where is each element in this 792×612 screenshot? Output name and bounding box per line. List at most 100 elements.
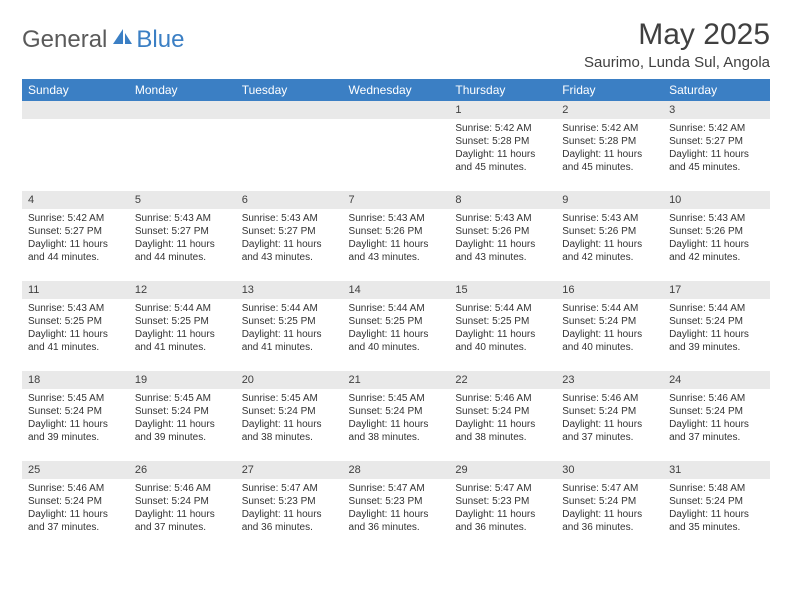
day-number: 8: [449, 191, 556, 209]
day-number: 21: [343, 371, 450, 389]
day-details: Sunrise: 5:45 AMSunset: 5:24 PMDaylight:…: [236, 389, 343, 446]
day-details: Sunrise: 5:47 AMSunset: 5:23 PMDaylight:…: [449, 479, 556, 536]
sunrise-text: Sunrise: 5:43 AM: [242, 212, 337, 225]
weekday-header: Sunday: [22, 79, 129, 101]
day-number: 27: [236, 461, 343, 479]
sunrise-text: Sunrise: 5:46 AM: [562, 392, 657, 405]
sunset-text: Sunset: 5:24 PM: [562, 315, 657, 328]
logo-text-blue: Blue: [136, 26, 184, 54]
calendar-cell: 21Sunrise: 5:45 AMSunset: 5:24 PMDayligh…: [343, 371, 450, 461]
daylight-text: Daylight: 11 hours and 45 minutes.: [669, 148, 764, 174]
sunrise-text: Sunrise: 5:44 AM: [349, 302, 444, 315]
calendar-row: 18Sunrise: 5:45 AMSunset: 5:24 PMDayligh…: [22, 371, 770, 461]
sunrise-text: Sunrise: 5:46 AM: [669, 392, 764, 405]
daylight-text: Daylight: 11 hours and 40 minutes.: [455, 328, 550, 354]
day-details: Sunrise: 5:46 AMSunset: 5:24 PMDaylight:…: [22, 479, 129, 536]
calendar-cell: 29Sunrise: 5:47 AMSunset: 5:23 PMDayligh…: [449, 461, 556, 551]
day-number: 31: [663, 461, 770, 479]
calendar-row: 4Sunrise: 5:42 AMSunset: 5:27 PMDaylight…: [22, 191, 770, 281]
sunset-text: Sunset: 5:24 PM: [562, 495, 657, 508]
day-details: Sunrise: 5:47 AMSunset: 5:24 PMDaylight:…: [556, 479, 663, 536]
calendar-cell: 27Sunrise: 5:47 AMSunset: 5:23 PMDayligh…: [236, 461, 343, 551]
day-number: [129, 101, 236, 119]
day-details: Sunrise: 5:43 AMSunset: 5:27 PMDaylight:…: [129, 209, 236, 266]
sunrise-text: Sunrise: 5:42 AM: [28, 212, 123, 225]
calendar-cell: 11Sunrise: 5:43 AMSunset: 5:25 PMDayligh…: [22, 281, 129, 371]
sunset-text: Sunset: 5:25 PM: [135, 315, 230, 328]
daylight-text: Daylight: 11 hours and 43 minutes.: [455, 238, 550, 264]
calendar-cell: 22Sunrise: 5:46 AMSunset: 5:24 PMDayligh…: [449, 371, 556, 461]
day-number: 1: [449, 101, 556, 119]
day-details: Sunrise: 5:44 AMSunset: 5:25 PMDaylight:…: [449, 299, 556, 356]
calendar-cell: 25Sunrise: 5:46 AMSunset: 5:24 PMDayligh…: [22, 461, 129, 551]
calendar-cell: 4Sunrise: 5:42 AMSunset: 5:27 PMDaylight…: [22, 191, 129, 281]
day-number: 16: [556, 281, 663, 299]
day-number: 20: [236, 371, 343, 389]
daylight-text: Daylight: 11 hours and 39 minutes.: [135, 418, 230, 444]
day-number: 24: [663, 371, 770, 389]
sunrise-text: Sunrise: 5:47 AM: [455, 482, 550, 495]
sunset-text: Sunset: 5:24 PM: [349, 405, 444, 418]
calendar-cell: 30Sunrise: 5:47 AMSunset: 5:24 PMDayligh…: [556, 461, 663, 551]
day-number: 7: [343, 191, 450, 209]
calendar-cell: 28Sunrise: 5:47 AMSunset: 5:23 PMDayligh…: [343, 461, 450, 551]
day-number: 13: [236, 281, 343, 299]
header: General Blue May 2025 Saurimo, Lunda Sul…: [22, 18, 770, 71]
day-number: 3: [663, 101, 770, 119]
calendar-cell: 7Sunrise: 5:43 AMSunset: 5:26 PMDaylight…: [343, 191, 450, 281]
sunset-text: Sunset: 5:26 PM: [455, 225, 550, 238]
day-number: 4: [22, 191, 129, 209]
sunset-text: Sunset: 5:24 PM: [669, 405, 764, 418]
sunrise-text: Sunrise: 5:45 AM: [135, 392, 230, 405]
calendar-cell: 16Sunrise: 5:44 AMSunset: 5:24 PMDayligh…: [556, 281, 663, 371]
calendar-cell: 13Sunrise: 5:44 AMSunset: 5:25 PMDayligh…: [236, 281, 343, 371]
daylight-text: Daylight: 11 hours and 35 minutes.: [669, 508, 764, 534]
daylight-text: Daylight: 11 hours and 37 minutes.: [135, 508, 230, 534]
sunrise-text: Sunrise: 5:46 AM: [28, 482, 123, 495]
sunrise-text: Sunrise: 5:46 AM: [455, 392, 550, 405]
calendar-cell: 10Sunrise: 5:43 AMSunset: 5:26 PMDayligh…: [663, 191, 770, 281]
calendar-body: 1Sunrise: 5:42 AMSunset: 5:28 PMDaylight…: [22, 101, 770, 551]
daylight-text: Daylight: 11 hours and 45 minutes.: [562, 148, 657, 174]
sunset-text: Sunset: 5:24 PM: [669, 495, 764, 508]
sunset-text: Sunset: 5:28 PM: [562, 135, 657, 148]
sunset-text: Sunset: 5:27 PM: [28, 225, 123, 238]
calendar-cell: 17Sunrise: 5:44 AMSunset: 5:24 PMDayligh…: [663, 281, 770, 371]
sunrise-text: Sunrise: 5:44 AM: [562, 302, 657, 315]
calendar-cell: 2Sunrise: 5:42 AMSunset: 5:28 PMDaylight…: [556, 101, 663, 191]
sunrise-text: Sunrise: 5:47 AM: [242, 482, 337, 495]
sunset-text: Sunset: 5:27 PM: [135, 225, 230, 238]
day-number: 14: [343, 281, 450, 299]
day-number: [22, 101, 129, 119]
daylight-text: Daylight: 11 hours and 39 minutes.: [28, 418, 123, 444]
sunrise-text: Sunrise: 5:47 AM: [349, 482, 444, 495]
sunrise-text: Sunrise: 5:45 AM: [28, 392, 123, 405]
day-details: Sunrise: 5:44 AMSunset: 5:24 PMDaylight:…: [556, 299, 663, 356]
day-details: Sunrise: 5:45 AMSunset: 5:24 PMDaylight:…: [129, 389, 236, 446]
sunrise-text: Sunrise: 5:44 AM: [455, 302, 550, 315]
sunset-text: Sunset: 5:24 PM: [28, 495, 123, 508]
daylight-text: Daylight: 11 hours and 38 minutes.: [242, 418, 337, 444]
calendar-cell: [22, 101, 129, 191]
calendar-table: SundayMondayTuesdayWednesdayThursdayFrid…: [22, 79, 770, 551]
calendar-cell: 19Sunrise: 5:45 AMSunset: 5:24 PMDayligh…: [129, 371, 236, 461]
day-details: Sunrise: 5:43 AMSunset: 5:26 PMDaylight:…: [663, 209, 770, 266]
calendar-cell: 12Sunrise: 5:44 AMSunset: 5:25 PMDayligh…: [129, 281, 236, 371]
sunset-text: Sunset: 5:27 PM: [669, 135, 764, 148]
sunset-text: Sunset: 5:24 PM: [669, 315, 764, 328]
day-details: Sunrise: 5:43 AMSunset: 5:27 PMDaylight:…: [236, 209, 343, 266]
sunrise-text: Sunrise: 5:42 AM: [669, 122, 764, 135]
daylight-text: Daylight: 11 hours and 36 minutes.: [562, 508, 657, 534]
daylight-text: Daylight: 11 hours and 36 minutes.: [349, 508, 444, 534]
day-details: Sunrise: 5:45 AMSunset: 5:24 PMDaylight:…: [343, 389, 450, 446]
daylight-text: Daylight: 11 hours and 41 minutes.: [28, 328, 123, 354]
day-number: 23: [556, 371, 663, 389]
day-details: Sunrise: 5:47 AMSunset: 5:23 PMDaylight:…: [236, 479, 343, 536]
weekday-header: Saturday: [663, 79, 770, 101]
day-number: 10: [663, 191, 770, 209]
day-details: Sunrise: 5:43 AMSunset: 5:26 PMDaylight:…: [449, 209, 556, 266]
day-details: Sunrise: 5:46 AMSunset: 5:24 PMDaylight:…: [663, 389, 770, 446]
daylight-text: Daylight: 11 hours and 42 minutes.: [669, 238, 764, 264]
calendar-cell: 24Sunrise: 5:46 AMSunset: 5:24 PMDayligh…: [663, 371, 770, 461]
day-number: 28: [343, 461, 450, 479]
